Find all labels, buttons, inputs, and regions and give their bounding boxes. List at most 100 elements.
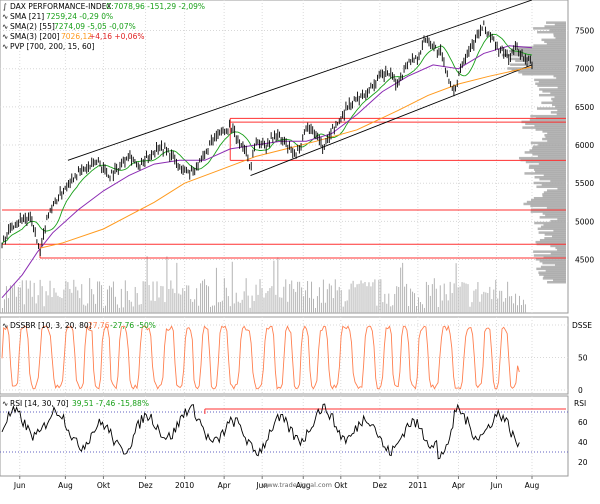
volume-bar <box>275 294 277 313</box>
volume-bar <box>65 280 67 313</box>
volume-profile-bar <box>552 103 566 106</box>
volume-profile-bar <box>555 246 566 250</box>
volume-bar <box>249 307 251 313</box>
volume-bar <box>87 303 89 313</box>
volume-bar <box>233 303 235 313</box>
volume-bar <box>241 299 243 313</box>
volume-profile-bar <box>542 130 566 133</box>
volume-bar <box>360 280 362 313</box>
volume-bar <box>208 286 210 313</box>
volume-bar <box>31 296 33 313</box>
volume-bar <box>376 305 378 313</box>
volume-profile-bar <box>553 32 566 36</box>
volume-profile-bar <box>515 59 566 63</box>
volume-profile-bar <box>537 84 566 87</box>
volume-bar <box>457 287 459 313</box>
volume-profile-bar <box>541 101 566 105</box>
volume-profile-bar <box>530 141 566 145</box>
volume-bar <box>150 300 152 313</box>
volume-profile-bar <box>541 38 566 42</box>
volume-bar <box>402 262 404 313</box>
volume-bar <box>449 281 451 313</box>
wave-icon: ∿ <box>2 399 8 408</box>
price-tick-label: 4500 <box>575 256 594 265</box>
volume-profile-bar <box>533 254 566 257</box>
volume-bar <box>463 282 465 313</box>
volume-profile-bar <box>557 86 566 89</box>
volume-bar <box>259 279 261 313</box>
volume-bar <box>152 281 154 313</box>
volume-bar <box>285 279 287 313</box>
volume-bar <box>49 280 51 313</box>
volume-bar <box>37 295 39 313</box>
stochastic-value: 27,76 <box>88 321 110 330</box>
volume-profile-bar <box>542 90 566 93</box>
volume-bar <box>437 307 439 313</box>
volume-bar <box>85 305 87 313</box>
volume-bar <box>503 301 505 313</box>
volume-bar <box>206 285 208 313</box>
volume-profile-bar <box>511 69 566 72</box>
volume-bar <box>215 267 217 313</box>
volume-profile-bar <box>530 114 566 118</box>
sma3-value: 7026,12 <box>61 32 92 41</box>
volume-bar <box>356 284 358 313</box>
volume-bar <box>461 282 463 313</box>
volume-bar <box>209 306 211 313</box>
volume-bar <box>106 289 108 313</box>
volume-bar <box>380 279 382 313</box>
volume-bar <box>505 297 507 313</box>
volume-profile-bar <box>534 124 566 127</box>
volume-profile-bar <box>550 219 566 223</box>
volume-profile-bar <box>538 231 566 234</box>
volume-bar <box>134 286 136 313</box>
volume-bar <box>429 295 431 313</box>
volume-bar <box>297 281 299 313</box>
volume-profile-bar <box>538 162 566 166</box>
volume-bar <box>263 297 265 313</box>
volume-bar <box>330 285 332 313</box>
volume-bar <box>382 302 384 313</box>
sma21-line <box>1 33 533 245</box>
volume-profile-bar <box>544 233 566 236</box>
volume-profile-bar <box>543 223 566 227</box>
volume-profile-bar <box>530 204 566 208</box>
volume-bar <box>164 302 166 313</box>
volume-bar <box>441 300 443 313</box>
volume-profile-bar <box>537 155 566 158</box>
volume-profile-bar <box>501 53 566 57</box>
volume-profile-bar <box>531 198 566 202</box>
volume-bar <box>332 298 334 313</box>
volume-profile-bar <box>547 280 566 284</box>
volume-bar <box>416 306 417 313</box>
stochastic-indicator: 0 50 <box>0 324 588 395</box>
volume-bar <box>180 294 182 313</box>
volume-bar <box>421 304 423 313</box>
volume-profile-bar <box>535 82 566 85</box>
rsi-tag: RSI <box>574 399 586 408</box>
volume-bar <box>328 283 330 313</box>
volume-bar <box>271 286 273 313</box>
volume-profile-bar <box>517 46 566 49</box>
stochastic-tick-label: 50 <box>578 354 588 363</box>
time-tick-label: Aug <box>525 481 540 490</box>
volume-bar <box>112 281 114 313</box>
volume-bar <box>279 297 281 313</box>
wave-icon: ∿ <box>2 22 8 31</box>
volume-profile-bar <box>539 88 566 91</box>
volume-bar <box>396 286 398 313</box>
price-axis: 4500 5000 5500 6000 6500 7000 7500 <box>575 27 594 265</box>
volume-bar <box>148 285 150 313</box>
wave-icon: ∿ <box>2 321 8 330</box>
volume-bar <box>362 283 364 313</box>
volume-bar <box>311 281 313 313</box>
volume-bar <box>473 290 475 313</box>
volume-profile-bar <box>533 168 566 171</box>
volume-profile-bar <box>543 191 566 194</box>
volume-bar <box>425 281 427 313</box>
volume-bar <box>348 289 350 313</box>
volume-bar <box>231 261 233 313</box>
volume-bar <box>158 297 160 313</box>
rsi-panel <box>0 395 569 477</box>
volume-bar <box>182 288 184 313</box>
